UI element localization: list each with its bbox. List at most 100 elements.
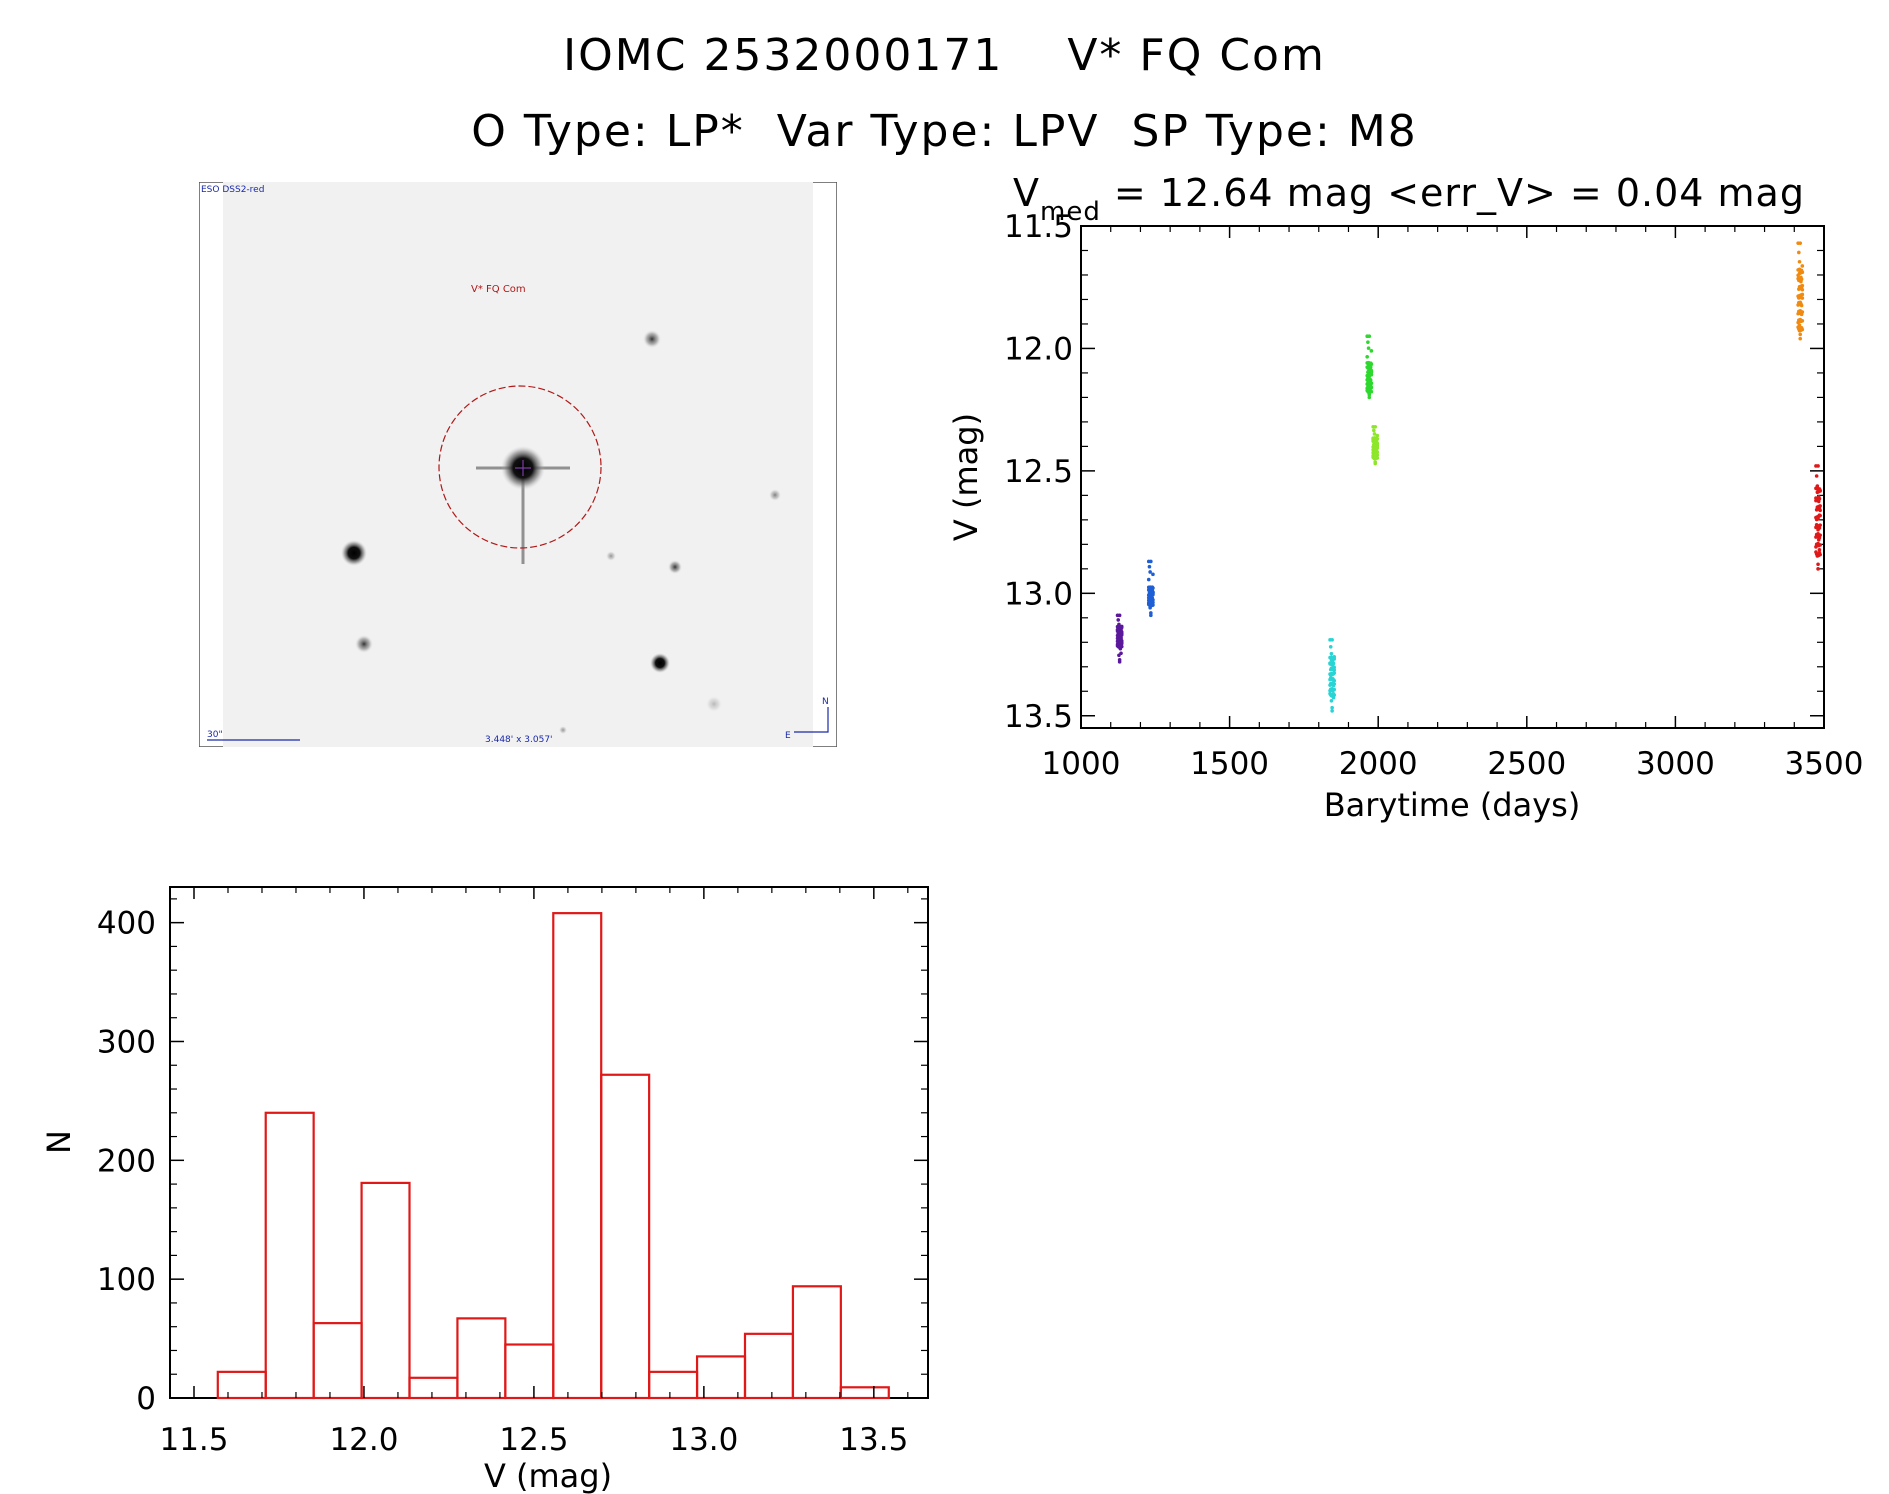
data-point — [1372, 428, 1376, 433]
data-point — [1149, 613, 1153, 618]
histogram-bar — [408, 1376, 459, 1400]
x-tick-label: 11.5 — [159, 1422, 228, 1458]
histogram-bar — [312, 1322, 363, 1400]
data-point — [1814, 522, 1819, 527]
data-point — [1328, 644, 1333, 649]
y-tick-label: 100 — [97, 1262, 156, 1298]
data-point — [1368, 364, 1372, 369]
data-point — [1330, 681, 1334, 686]
data-point — [1119, 630, 1124, 634]
data-point — [1814, 474, 1819, 478]
field-star — [769, 489, 781, 501]
field-star — [706, 696, 722, 712]
light-curve-series — [1146, 559, 1155, 618]
x-tick-label: 12.0 — [329, 1422, 398, 1458]
data-point — [1366, 360, 1371, 365]
y-tick-label: 11.5 — [1004, 209, 1073, 245]
y-tick-label: 13.5 — [1004, 699, 1073, 735]
x-tick-label: 2500 — [1487, 746, 1566, 782]
data-point — [1799, 275, 1803, 280]
data-point — [1116, 635, 1121, 640]
data-point — [1816, 494, 1821, 499]
data-point — [1375, 433, 1380, 438]
data-point — [1365, 365, 1369, 369]
light-curve-series — [1328, 638, 1337, 713]
title-rest: = 12.64 mag <err_V> = 0.04 mag — [1101, 171, 1805, 215]
target-star — [476, 446, 570, 564]
data-point — [1369, 372, 1374, 377]
data-point — [1331, 660, 1335, 665]
data-point — [1373, 425, 1378, 429]
data-point — [1151, 592, 1155, 597]
data-point — [1798, 241, 1803, 245]
data-point — [1797, 259, 1802, 264]
histogram-bar — [360, 1181, 411, 1400]
data-point — [1369, 349, 1374, 353]
data-point — [1329, 699, 1334, 703]
target-circle — [438, 385, 602, 549]
data-point — [1329, 655, 1334, 659]
data-point — [1117, 660, 1122, 664]
data-point — [1375, 441, 1380, 446]
data-point — [1800, 296, 1805, 300]
data-point — [1330, 705, 1334, 710]
data-point — [1815, 485, 1820, 490]
data-point — [1816, 541, 1820, 546]
object-types-subtitle: O Type: LP* Var Type: LPV SP Type: M8 — [471, 106, 1418, 157]
data-point — [1366, 376, 1370, 381]
east-label: E — [785, 731, 791, 741]
compass-rose: N E — [785, 697, 829, 741]
data-point — [1331, 692, 1336, 696]
field-star — [341, 540, 367, 566]
fov-label: 3.448' x 3.057' — [485, 735, 553, 745]
data-point — [1814, 498, 1818, 503]
histogram-bar — [216, 1370, 267, 1400]
data-point — [1330, 638, 1334, 642]
finder-chart-image: ESO DSS2-red V* FQ Com 30" 3.448' x 3.05… — [199, 182, 837, 747]
x-tick-label: 1000 — [1042, 746, 1121, 782]
histogram-bar — [504, 1343, 555, 1400]
histogram-ylabel: N — [40, 1130, 78, 1154]
y-tick-label: 12.0 — [1004, 331, 1073, 367]
data-point — [1331, 695, 1336, 700]
data-point — [1366, 346, 1371, 350]
data-point — [1151, 590, 1155, 594]
y-tick-label: 0 — [136, 1381, 156, 1417]
x-tick-label: 13.5 — [839, 1422, 908, 1458]
data-point — [1814, 550, 1818, 554]
data-point — [1797, 267, 1802, 272]
data-point — [1151, 572, 1155, 577]
data-point — [1147, 564, 1152, 569]
data-point — [1146, 602, 1151, 607]
y-tick-label: 12.5 — [1004, 454, 1073, 490]
data-point — [1365, 388, 1369, 393]
histogram-bar — [600, 1073, 651, 1400]
data-point — [1816, 537, 1821, 542]
field-star — [355, 635, 373, 653]
data-point — [1329, 651, 1334, 656]
data-point — [1798, 336, 1803, 341]
data-point — [1149, 597, 1153, 602]
data-point — [1796, 276, 1800, 281]
data-point — [1372, 436, 1377, 440]
data-point — [1367, 380, 1372, 385]
field-stars — [341, 330, 781, 734]
data-point — [1816, 567, 1820, 571]
data-point — [1332, 665, 1337, 670]
data-point — [1372, 447, 1376, 451]
data-point — [1328, 676, 1333, 680]
light-curve-series — [1115, 613, 1124, 664]
data-point — [1371, 455, 1375, 460]
data-point — [1373, 461, 1378, 466]
data-point — [1332, 671, 1337, 675]
data-point — [1368, 389, 1373, 393]
data-point — [1797, 300, 1801, 305]
data-point — [1818, 523, 1822, 527]
data-point — [1814, 496, 1818, 500]
light-curve-series — [1796, 241, 1805, 341]
data-point — [1800, 292, 1805, 297]
histogram-bar — [552, 912, 603, 1400]
x-tick-label: 2000 — [1339, 746, 1418, 782]
field-star — [559, 726, 567, 734]
histogram-xlabel: V (mag) — [484, 1457, 612, 1494]
